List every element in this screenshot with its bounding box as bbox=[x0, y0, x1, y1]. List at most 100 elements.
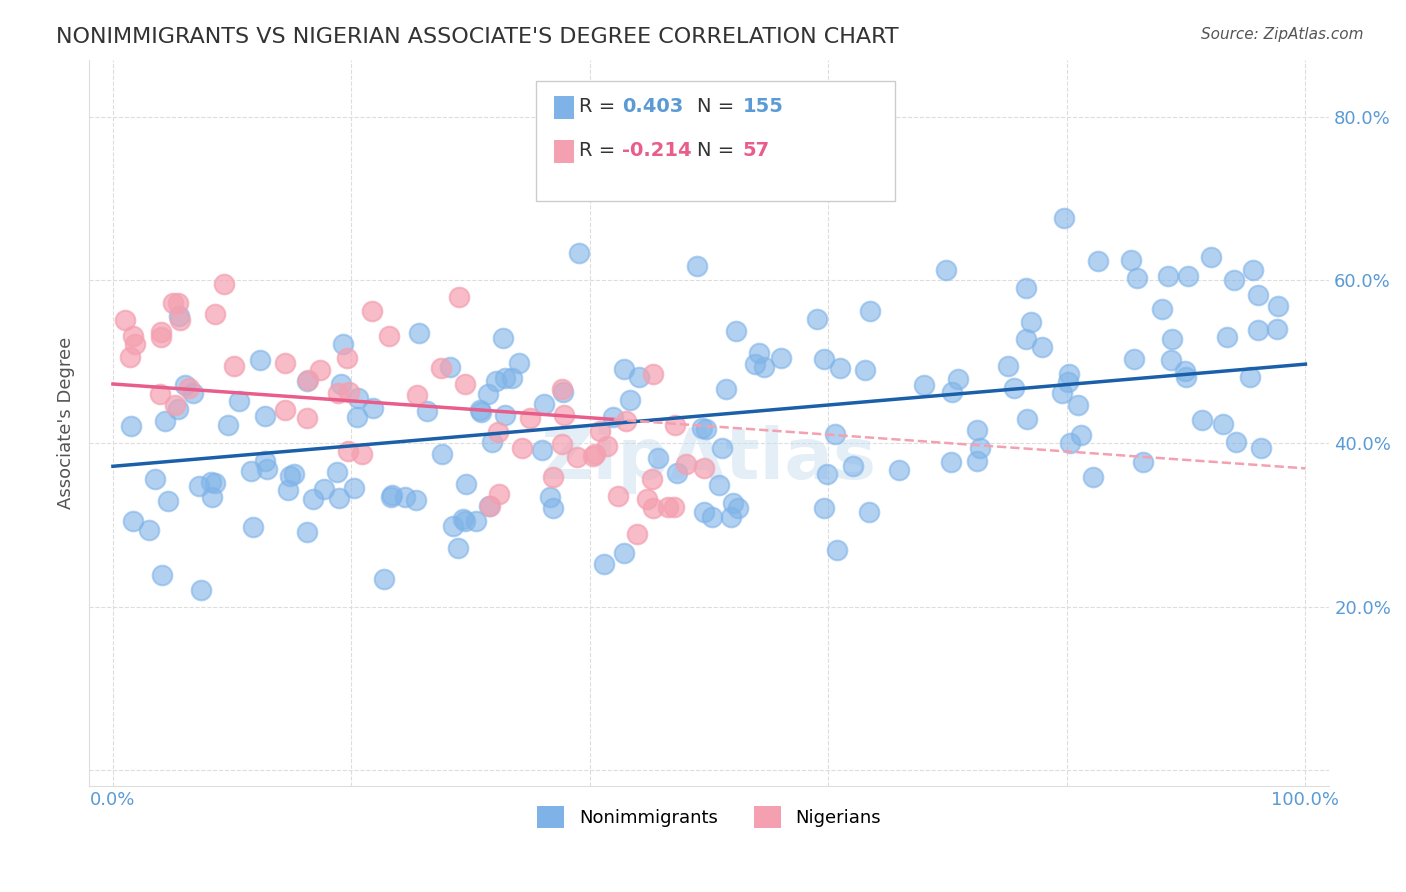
Point bbox=[1132, 455, 1154, 469]
Point bbox=[501, 371, 523, 385]
Point bbox=[494, 408, 516, 422]
Point bbox=[508, 356, 530, 370]
Point bbox=[253, 454, 276, 468]
Point bbox=[637, 492, 659, 507]
Point bbox=[1239, 370, 1261, 384]
Point bbox=[224, 359, 246, 373]
Y-axis label: Associate's Degree: Associate's Degree bbox=[58, 337, 75, 509]
Point bbox=[553, 408, 575, 422]
Point bbox=[416, 404, 439, 418]
Point bbox=[470, 403, 492, 417]
Point bbox=[336, 351, 359, 365]
Point bbox=[150, 567, 173, 582]
Text: ZipAtlas: ZipAtlas bbox=[541, 425, 877, 494]
Point bbox=[664, 418, 686, 433]
Point bbox=[825, 542, 848, 557]
Point bbox=[295, 410, 318, 425]
Text: R =: R = bbox=[579, 97, 621, 116]
Point bbox=[156, 494, 179, 508]
Point bbox=[1161, 332, 1184, 346]
Point bbox=[328, 385, 350, 400]
Point bbox=[1250, 441, 1272, 455]
Point bbox=[253, 409, 276, 424]
Point bbox=[1122, 351, 1144, 366]
Text: N =: N = bbox=[697, 141, 741, 160]
Point bbox=[702, 510, 724, 524]
Point bbox=[692, 505, 714, 519]
Point bbox=[695, 422, 717, 436]
Point bbox=[824, 427, 846, 442]
Point bbox=[714, 382, 737, 396]
Point bbox=[593, 558, 616, 572]
Text: 0.403: 0.403 bbox=[623, 97, 683, 116]
Point bbox=[274, 356, 297, 370]
Point bbox=[657, 500, 679, 514]
Point bbox=[541, 470, 564, 484]
Point bbox=[1059, 436, 1081, 450]
Point bbox=[813, 352, 835, 367]
Point bbox=[477, 386, 499, 401]
Point bbox=[485, 374, 508, 388]
Point bbox=[1247, 323, 1270, 337]
Point bbox=[120, 418, 142, 433]
Point bbox=[430, 360, 453, 375]
Point bbox=[643, 367, 665, 381]
Point bbox=[935, 263, 957, 277]
Point bbox=[1267, 299, 1289, 313]
Point bbox=[619, 392, 641, 407]
Point bbox=[1057, 367, 1080, 381]
Point bbox=[228, 393, 250, 408]
Point bbox=[541, 500, 564, 515]
Point bbox=[447, 541, 470, 555]
Point bbox=[769, 351, 792, 365]
Point bbox=[966, 453, 988, 467]
Point bbox=[582, 450, 605, 464]
Point bbox=[470, 405, 492, 419]
Point bbox=[602, 409, 624, 424]
Point bbox=[588, 425, 610, 439]
Text: NONIMMIGRANTS VS NIGERIAN ASSOCIATE'S DEGREE CORRELATION CHART: NONIMMIGRANTS VS NIGERIAN ASSOCIATE'S DE… bbox=[56, 27, 898, 46]
Point bbox=[314, 482, 336, 496]
Point bbox=[328, 491, 350, 505]
Point bbox=[486, 425, 509, 439]
Point bbox=[149, 325, 172, 339]
Point bbox=[887, 463, 910, 477]
Text: 57: 57 bbox=[742, 141, 769, 160]
Point bbox=[337, 385, 360, 400]
Point bbox=[217, 418, 239, 433]
Point bbox=[1015, 281, 1038, 295]
Point bbox=[347, 391, 370, 405]
Point bbox=[941, 384, 963, 399]
Text: 155: 155 bbox=[742, 97, 783, 116]
Point bbox=[1087, 253, 1109, 268]
Point bbox=[453, 512, 475, 526]
Text: -0.214: -0.214 bbox=[623, 141, 692, 160]
Point bbox=[167, 309, 190, 323]
Point bbox=[332, 337, 354, 351]
Point bbox=[551, 382, 574, 396]
Point bbox=[204, 475, 226, 490]
Point bbox=[568, 246, 591, 260]
Point bbox=[692, 461, 714, 475]
Point bbox=[380, 490, 402, 504]
Text: N =: N = bbox=[697, 97, 741, 116]
Point bbox=[842, 458, 865, 473]
Point bbox=[122, 514, 145, 528]
Point bbox=[662, 500, 685, 515]
Point bbox=[143, 472, 166, 486]
Point bbox=[381, 488, 404, 502]
Point bbox=[297, 373, 319, 387]
Point bbox=[828, 360, 851, 375]
Point bbox=[606, 489, 628, 503]
Point bbox=[454, 514, 477, 528]
Point bbox=[361, 304, 384, 318]
Point bbox=[859, 304, 882, 318]
Point bbox=[239, 464, 262, 478]
Point bbox=[278, 469, 301, 483]
Point bbox=[212, 277, 235, 291]
Point bbox=[352, 447, 374, 461]
Point bbox=[1126, 270, 1149, 285]
Point bbox=[1216, 330, 1239, 344]
Point bbox=[346, 409, 368, 424]
Point bbox=[596, 439, 619, 453]
